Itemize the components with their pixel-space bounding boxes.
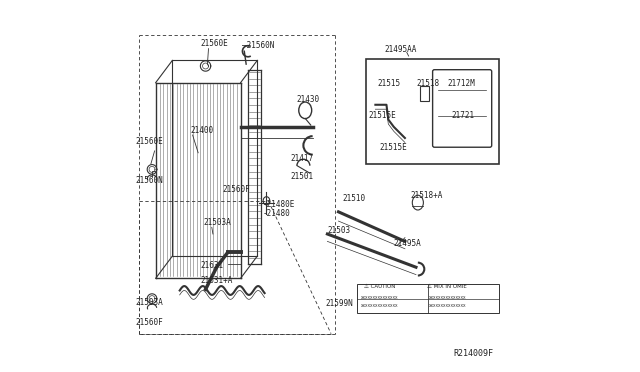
Text: 21503: 21503 — [328, 226, 351, 235]
Text: 21631+A: 21631+A — [200, 276, 232, 285]
Text: 21560N: 21560N — [136, 176, 163, 185]
Text: 21515E: 21515E — [368, 111, 396, 121]
Text: 21503A: 21503A — [204, 218, 232, 227]
Text: XXXXXXXXXXXXXXX: XXXXXXXXXXXXXXX — [360, 304, 398, 308]
Text: -21480: -21480 — [263, 209, 291, 218]
Text: 21518: 21518 — [416, 79, 439, 88]
Text: 21560F: 21560F — [222, 185, 250, 194]
Text: 21560E: 21560E — [136, 137, 163, 146]
Text: ⚠ CAUTION: ⚠ CAUTION — [364, 283, 396, 289]
Text: 21712M: 21712M — [447, 79, 475, 88]
Bar — [366, 59, 499, 164]
Text: 21501: 21501 — [291, 172, 314, 181]
Text: —21560N: —21560N — [243, 41, 275, 50]
Text: 21400: 21400 — [191, 126, 214, 135]
Text: 21503A: 21503A — [136, 298, 163, 307]
Text: 21417: 21417 — [291, 154, 314, 163]
Text: 21721: 21721 — [451, 111, 474, 121]
Text: XXXXXXXXXXXXXXX: XXXXXXXXXXXXXXX — [360, 296, 398, 299]
Text: 21515E: 21515E — [379, 143, 407, 152]
Text: ⚠ MIX IN OMIE: ⚠ MIX IN OMIE — [427, 283, 467, 289]
Text: 21560F: 21560F — [136, 318, 163, 327]
Text: 21515: 21515 — [377, 79, 401, 88]
Text: XXXXXXXXXXXXXXX: XXXXXXXXXXXXXXX — [429, 296, 467, 299]
Text: 21495A: 21495A — [394, 239, 422, 248]
Text: 21560E: 21560E — [200, 39, 228, 48]
Text: 21631: 21631 — [200, 261, 223, 270]
Text: XXXXXXXXXXXXXXX: XXXXXXXXXXXXXXX — [429, 304, 467, 308]
Text: -21480E: -21480E — [263, 200, 295, 209]
Text: 21430: 21430 — [296, 95, 319, 104]
Bar — [420, 86, 429, 101]
Bar — [357, 284, 499, 313]
Text: 21518+A: 21518+A — [410, 191, 443, 200]
Text: R214009F: R214009F — [453, 350, 493, 359]
Text: 21495AA: 21495AA — [385, 45, 417, 54]
Text: 21599N: 21599N — [326, 299, 353, 308]
Text: 21510: 21510 — [342, 195, 365, 203]
